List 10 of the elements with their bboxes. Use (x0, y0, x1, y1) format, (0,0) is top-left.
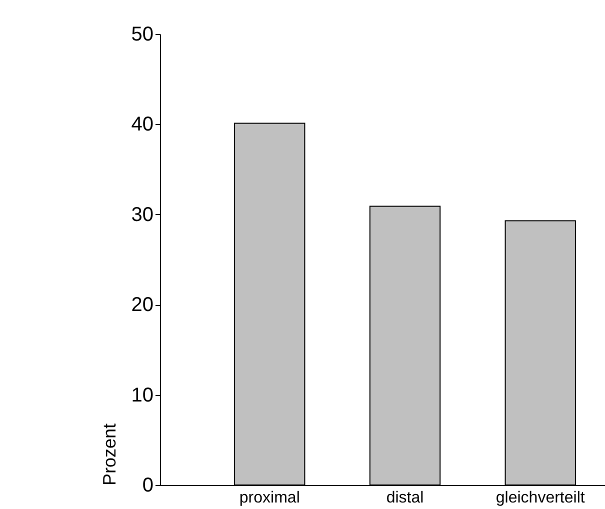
y-tick-label: 20 (131, 294, 154, 316)
y-tick-label: 50 (131, 24, 154, 46)
x-tick-label: proximal (239, 490, 300, 506)
y-tick-label: 0 (142, 474, 154, 496)
y-tick-label: 40 (131, 114, 154, 136)
y-tick-label: 30 (131, 204, 154, 226)
y-tick-label: 10 (131, 384, 154, 406)
y-axis-title: Prozent (99, 423, 120, 486)
x-tick-label: distal (386, 490, 424, 506)
x-tick-label: gleichverteilt (496, 490, 586, 506)
